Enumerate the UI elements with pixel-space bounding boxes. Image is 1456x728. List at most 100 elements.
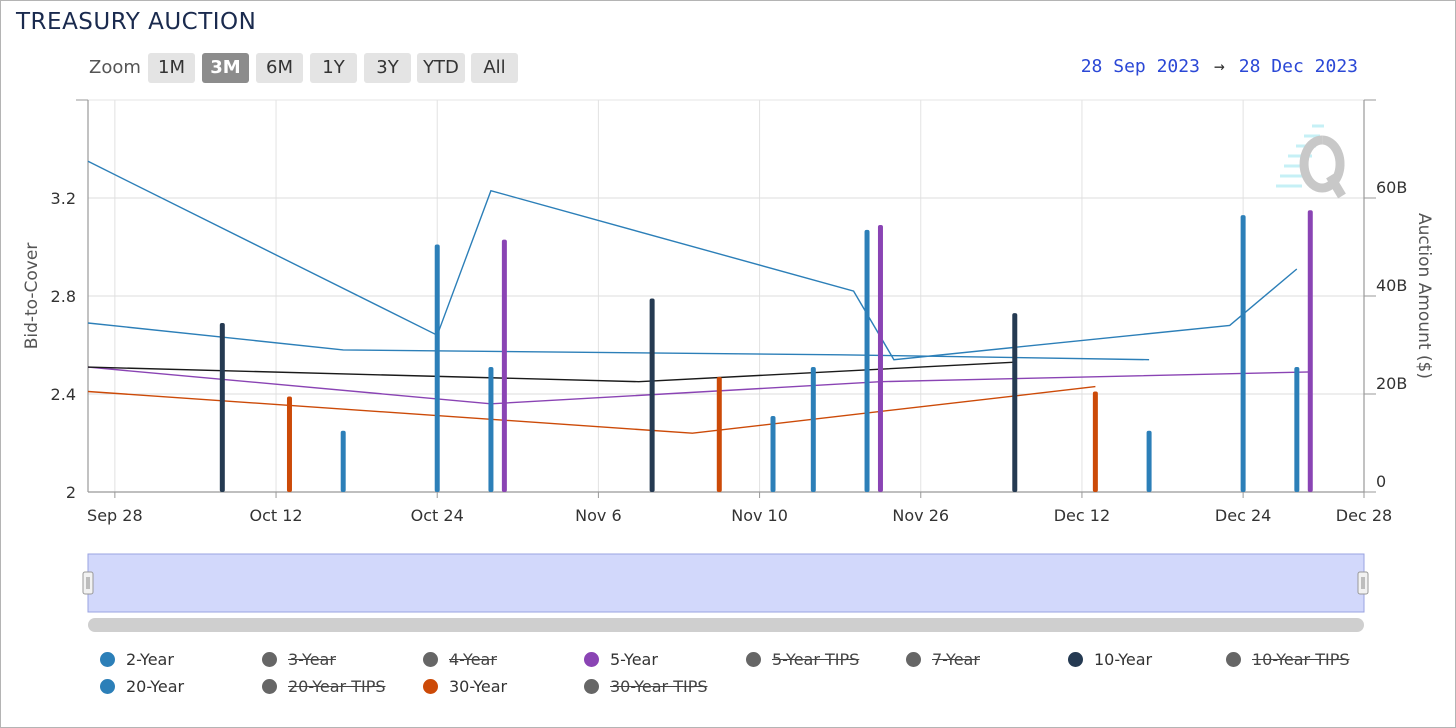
range-arrow: →	[1213, 56, 1225, 77]
axis-ticks: Sep 28 Oct 12 Oct 24 Nov 6 Nov 10 Nov 26 Dec 1…	[22, 178, 1434, 525]
zoom-3y-button[interactable]: 3Y	[364, 53, 411, 83]
x-tick-label: Dec 24	[1215, 506, 1271, 525]
x-tick-label: Oct 24	[411, 506, 464, 525]
bar-5-year	[877, 224, 883, 492]
legend-label: 5-Year	[610, 650, 658, 669]
legend-item-3-year[interactable]: 3-Year	[262, 650, 336, 669]
legend-marker	[262, 652, 277, 667]
y2-tick-label: 60B	[1376, 178, 1407, 197]
logo-watermark	[1276, 124, 1346, 199]
series-line-5-year	[87, 366, 1311, 405]
x-tick-label: Nov 6	[575, 506, 622, 525]
bar-30-year	[1092, 391, 1098, 492]
x-tick-label: Dec 12	[1054, 506, 1110, 525]
zoom-3m-button[interactable]: 3M	[202, 53, 249, 83]
legend-label: 10-Year	[1094, 650, 1153, 669]
bar-20-year	[810, 367, 816, 492]
bar-20-year	[770, 416, 776, 492]
chart-grid	[88, 99, 1365, 492]
legend-marker	[584, 652, 599, 667]
navigator-handle-left[interactable]	[82, 571, 94, 595]
bar-5-year	[501, 239, 507, 492]
legend-label: 30-Year	[449, 677, 508, 696]
legend-marker	[262, 679, 277, 694]
legend-item-20-year-tips[interactable]: 20-Year TIPS	[262, 677, 386, 696]
zoom-1y-button[interactable]: 1Y	[310, 53, 357, 83]
range-from[interactable]: 28 Sep 2023	[1080, 56, 1200, 77]
x-tick-label: Nov 10	[731, 506, 788, 525]
range-to[interactable]: 28 Dec 2023	[1238, 56, 1358, 77]
y-tick-label: 3.2	[51, 189, 76, 208]
bar-30-year	[716, 376, 722, 492]
legend-label: 30-Year TIPS	[610, 677, 708, 696]
navigator-range[interactable]	[87, 553, 1365, 613]
legend-item-7-year[interactable]: 7-Year	[906, 650, 980, 669]
legend-item-5-year-tips[interactable]: 5-Year TIPS	[746, 650, 859, 669]
series-line-20-year	[87, 322, 1150, 361]
y-tick-label: 2.4	[51, 385, 76, 404]
zoom-all-button[interactable]: All	[471, 53, 518, 83]
legend-marker	[100, 652, 115, 667]
bar-20-year	[340, 430, 346, 492]
bar-30-year	[286, 396, 292, 492]
bar-20-year	[1294, 367, 1300, 492]
date-range: 28 Sep 2023 → 28 Dec 2023	[1081, 56, 1358, 77]
legend-item-10-year[interactable]: 10-Year	[1068, 650, 1152, 669]
zoom-label: Zoom	[89, 57, 141, 78]
legend-marker	[100, 679, 115, 694]
bar-2-year	[434, 244, 440, 492]
legend-item-30-year-tips[interactable]: 30-Year TIPS	[584, 677, 708, 696]
y2-tick-label: 40B	[1376, 276, 1407, 295]
series-line-2-year	[87, 160, 1298, 361]
navigator-scrollbar[interactable]	[88, 618, 1364, 632]
y-tick-label: 2	[66, 483, 76, 502]
x-tick-label: Oct 12	[249, 506, 302, 525]
navigator-handle-right[interactable]	[1357, 571, 1369, 595]
bar-2-year	[864, 229, 870, 492]
legend-marker	[1226, 652, 1241, 667]
y2-tick-label: 0	[1376, 472, 1386, 491]
bar-20-year	[1146, 430, 1152, 492]
bar-5-year	[1307, 210, 1313, 492]
chart-legend: 2-Year 3-Year 4-Year 5-Year 5-Year TIPS 7-Yea…	[100, 650, 1380, 710]
legend-marker	[1068, 652, 1083, 667]
legend-label: 10-Year TIPS	[1252, 650, 1350, 669]
legend-item-30-year[interactable]: 30-Year	[423, 677, 507, 696]
chart-axes	[76, 99, 1376, 498]
legend-label: 4-Year	[449, 650, 497, 669]
legend-marker	[906, 652, 921, 667]
legend-label: 7-Year	[932, 650, 980, 669]
bar-10-year	[219, 322, 225, 492]
legend-item-10-year-tips[interactable]: 10-Year TIPS	[1226, 650, 1350, 669]
zoom-ytd-button[interactable]: YTD	[417, 53, 465, 83]
bar-10-year	[649, 298, 655, 492]
x-tick-label: Dec 28	[1336, 506, 1392, 525]
legend-item-5-year[interactable]: 5-Year	[584, 650, 658, 669]
legend-item-4-year[interactable]: 4-Year	[423, 650, 497, 669]
bar-10-year	[1012, 313, 1018, 492]
legend-label: 20-Year TIPS	[288, 677, 386, 696]
legend-item-2-year[interactable]: 2-Year	[100, 650, 174, 669]
series-line-10-year	[87, 361, 1015, 383]
legend-marker	[584, 679, 599, 694]
legend-label: 5-Year TIPS	[772, 650, 860, 669]
legend-marker	[746, 652, 761, 667]
zoom-6m-button[interactable]: 6M	[256, 53, 303, 83]
zoom-1m-button[interactable]: 1M	[148, 53, 195, 83]
legend-label: 20-Year	[126, 677, 185, 696]
legend-marker	[423, 679, 438, 694]
y-tick-label: 2.8	[51, 287, 76, 306]
auction-amount-bars	[219, 210, 1313, 492]
legend-marker	[423, 652, 438, 667]
legend-label: 3-Year	[288, 650, 336, 669]
bid-to-cover-lines	[87, 160, 1311, 434]
y2-axis-title: Auction Amount ($)	[1414, 213, 1434, 379]
bar-20-year	[488, 367, 494, 492]
y-axis-title: Bid-to-Cover	[22, 243, 42, 350]
legend-item-20-year[interactable]: 20-Year	[100, 677, 184, 696]
y2-tick-label: 20B	[1376, 374, 1407, 393]
x-tick-label: Nov 26	[892, 506, 949, 525]
bar-2-year	[1240, 215, 1246, 492]
page-title: TREASURY AUCTION	[16, 9, 257, 35]
